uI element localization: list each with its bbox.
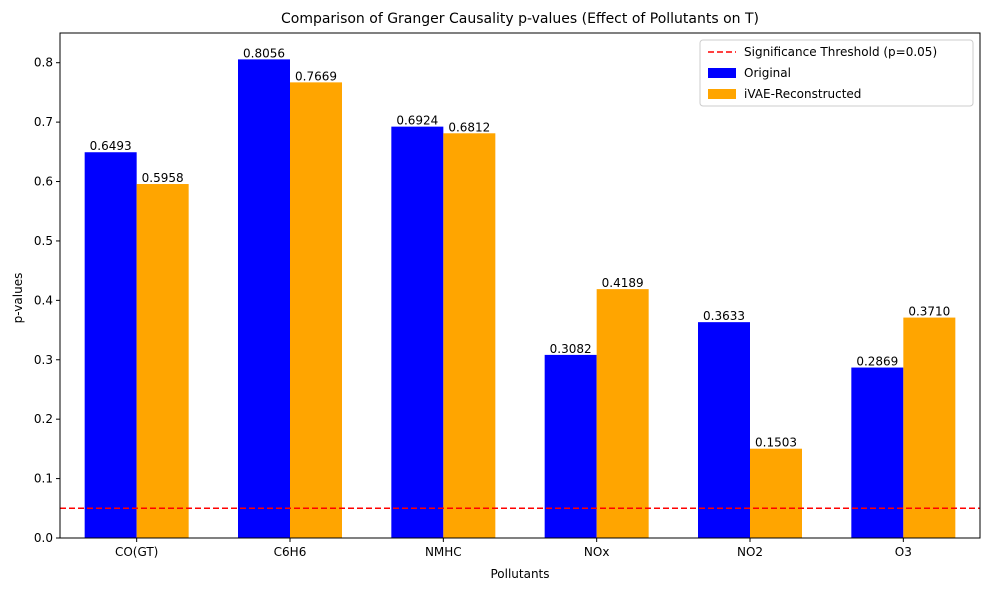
- bar-value-label: 0.7669: [295, 69, 337, 83]
- bar-original-0: [84, 152, 137, 538]
- bar-value-label: 0.5958: [142, 171, 184, 185]
- bar-value-label: 0.3633: [703, 309, 745, 323]
- legend-original-label: Original: [744, 66, 791, 80]
- bar-ivae-3: [596, 289, 649, 538]
- x-tick-label: NOx: [584, 545, 610, 559]
- bar-ivae-5: [903, 317, 956, 538]
- chart-title: Comparison of Granger Causality p-values…: [281, 11, 759, 27]
- y-tick-label: 0.4: [34, 293, 53, 307]
- bar-ivae-0: [136, 184, 189, 538]
- y-axis-label: p-values: [11, 273, 25, 324]
- y-tick-label: 0.0: [34, 531, 53, 545]
- bar-value-label: 0.4189: [602, 276, 644, 290]
- bar-ivae-1: [290, 82, 342, 538]
- legend: Significance Threshold (p=0.05) Original i…: [699, 39, 974, 107]
- bar-value-label: 0.1503: [755, 436, 797, 450]
- axes-frame: [59, 32, 981, 539]
- bar-value-label: 0.3710: [908, 305, 950, 319]
- y-tick-label: 0.5: [34, 234, 53, 248]
- bar-ivae-4: [750, 448, 802, 538]
- plot-area: 0.6493 0.8056 0.6924 0.3082 0.3633 0.2869 0.59…: [34, 32, 981, 559]
- bar-original-1: [238, 59, 290, 539]
- bar-original-2: [391, 126, 444, 539]
- x-tick-label: NMHC: [425, 545, 462, 559]
- x-tick-label: CO(GT): [115, 545, 158, 559]
- legend-ivae-label: iVAE-Reconstructed: [744, 87, 861, 101]
- bar-value-label: 0.8056: [243, 46, 285, 60]
- bar-ivae-2: [443, 133, 496, 539]
- x-tick-label: NO2: [737, 545, 763, 559]
- bar-value-label: 0.2869: [856, 355, 898, 369]
- bar-value-label: 0.6812: [448, 120, 490, 134]
- y-tick-label: 0.3: [34, 353, 53, 367]
- legend-original-swatch: [708, 68, 736, 78]
- bar-original-4: [698, 322, 750, 538]
- x-tick-label: C6H6: [274, 545, 307, 559]
- legend-threshold-label: Significance Threshold (p=0.05): [744, 45, 937, 59]
- bar-original-3: [544, 354, 597, 538]
- legend-ivae-swatch: [708, 89, 736, 99]
- bar-value-label: 0.6924: [396, 114, 438, 128]
- bar-original-5: [851, 367, 904, 538]
- y-tick-label: 0.2: [34, 412, 53, 426]
- bar-value-label: 0.3082: [550, 342, 592, 356]
- y-tick-label: 0.1: [34, 472, 53, 486]
- y-tick-label: 0.7: [34, 115, 53, 129]
- y-tick-label: 0.6: [34, 175, 53, 189]
- legend-box: [699, 39, 974, 107]
- y-tick-label: 0.8: [34, 56, 53, 70]
- x-axis-label: Pollutants: [490, 567, 549, 581]
- bar-value-label: 0.6493: [90, 139, 132, 153]
- x-tick-label: O3: [895, 545, 912, 559]
